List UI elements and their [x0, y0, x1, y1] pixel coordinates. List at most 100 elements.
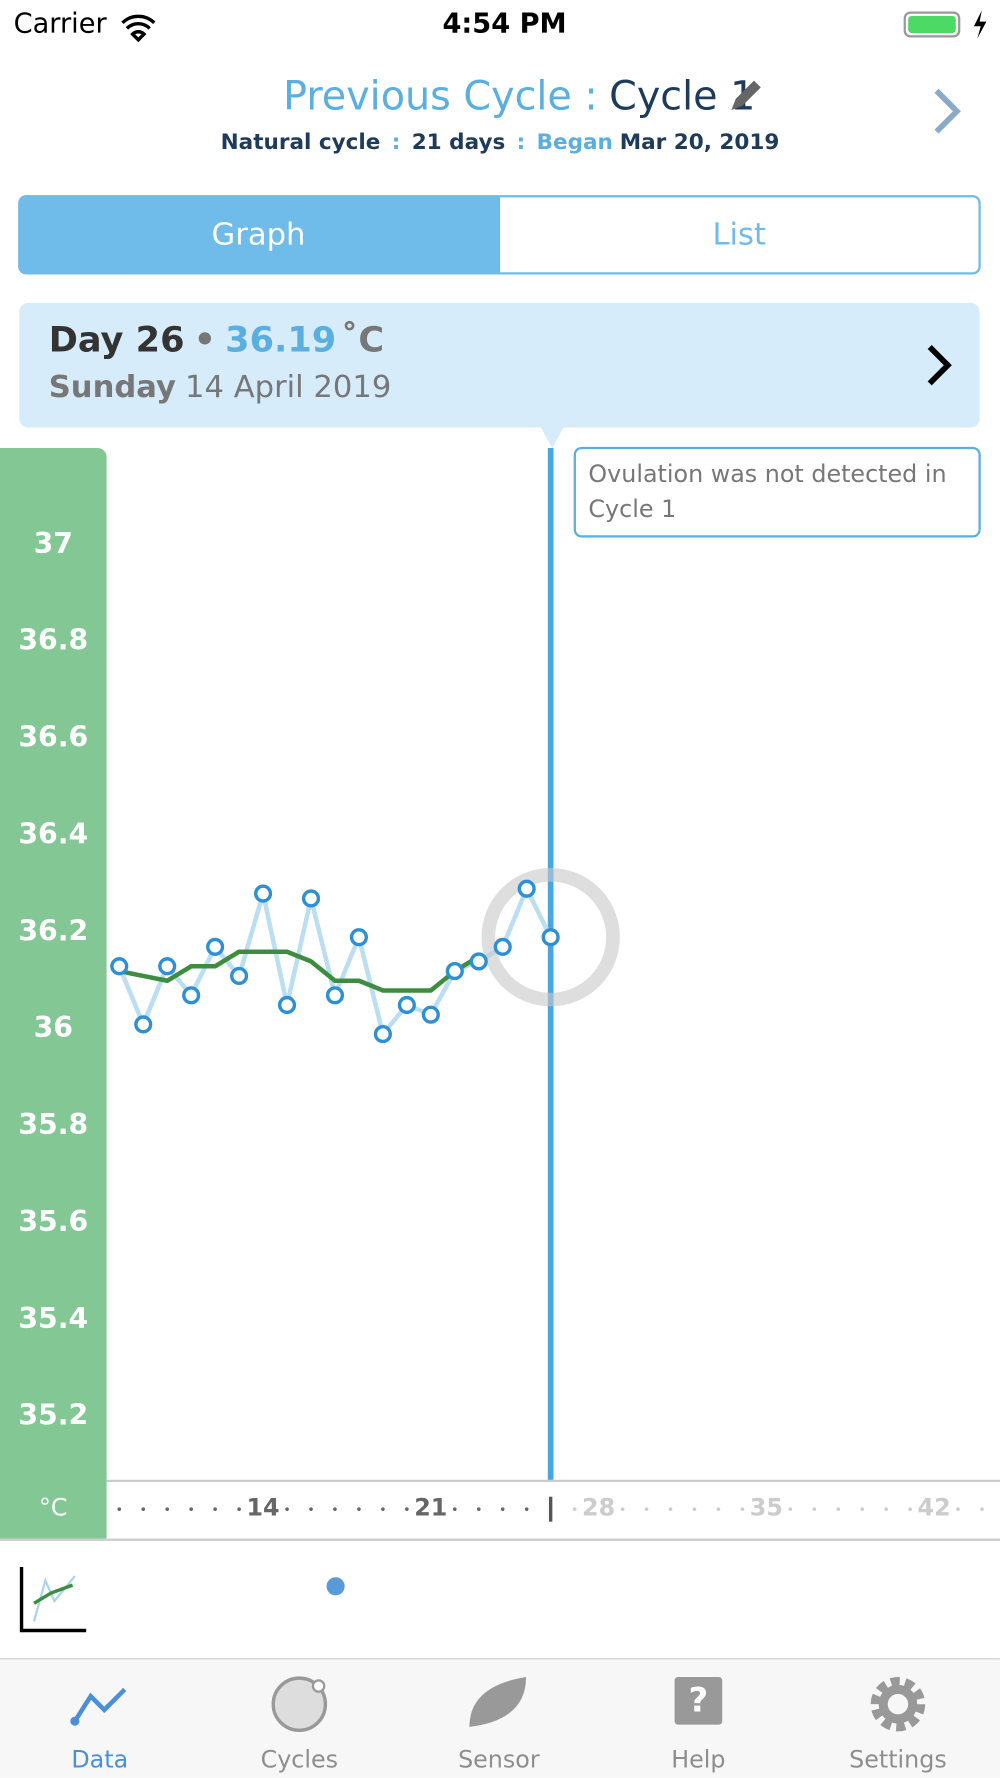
- y-tick-label: 35.6: [18, 1205, 88, 1238]
- y-tick-label: 37: [34, 527, 73, 560]
- tab-bar-label[interactable]: Settings: [849, 1745, 947, 1773]
- data-point: [182, 986, 201, 1005]
- day-card[interactable]: [19, 302, 980, 428]
- y-tick-label: 35.8: [18, 1108, 88, 1141]
- charging-icon: [973, 10, 987, 39]
- tab-bar-label[interactable]: Sensor: [458, 1745, 540, 1773]
- data-point: [110, 957, 129, 976]
- day-dot: [189, 1507, 193, 1511]
- day-dot: [117, 1507, 122, 1511]
- note-box: [573, 446, 981, 538]
- cycles-icon[interactable]: [271, 1676, 328, 1732]
- cycle-length: 21 days: [412, 130, 506, 155]
- y-axis-panel: [0, 447, 107, 1539]
- y-unit: °C: [39, 1494, 68, 1522]
- day-dot: [620, 1507, 625, 1511]
- help-glyph: ?: [689, 1680, 709, 1720]
- data-icon[interactable]: [72, 1687, 127, 1723]
- cycle-name: Cycle 1: [609, 73, 755, 119]
- y-tick-label: 36.8: [18, 624, 88, 657]
- chart: °C 35.2 35.4 35.6 35.8 36 36.2 36.4 36.6 36.8 37 14…: [0, 447, 1000, 1539]
- graph-tab[interactable]: [19, 196, 500, 274]
- data-point: [541, 928, 560, 947]
- tab-bar-label[interactable]: Help: [671, 1745, 725, 1773]
- x-tick-label: 14: [247, 1494, 280, 1522]
- day-dot: [956, 1507, 960, 1511]
- edit-icon[interactable]: [731, 80, 761, 111]
- unit: ˚C: [341, 319, 384, 360]
- data-point: [517, 879, 536, 898]
- clock: 4:54 PM: [442, 9, 566, 40]
- next-cycle[interactable]: [934, 88, 961, 134]
- settings-icon[interactable]: [870, 1676, 926, 1732]
- day-dot: [285, 1507, 289, 1511]
- day-dot: [357, 1507, 361, 1511]
- day-dot: [668, 1507, 673, 1511]
- data-point: [469, 952, 488, 971]
- day-dot: [884, 1507, 888, 1511]
- data-point: [349, 928, 369, 947]
- tab-label[interactable]: List: [712, 217, 766, 252]
- x-tick-label: 21: [414, 1494, 447, 1522]
- day: Day 26: [49, 319, 185, 360]
- data-point: [445, 962, 464, 981]
- card-pointer: [540, 427, 564, 448]
- x-tick-label: 28: [582, 1494, 615, 1522]
- day-dot: [716, 1507, 721, 1511]
- day-dot: [740, 1507, 745, 1511]
- tab-bar-label[interactable]: Data: [71, 1745, 128, 1773]
- icon-dot: [70, 1716, 80, 1726]
- data-point: [158, 957, 177, 976]
- day-dot: [237, 1507, 241, 1511]
- day-dot: [405, 1507, 409, 1511]
- separator: :: [517, 130, 526, 155]
- sensor-icon[interactable]: [469, 1676, 527, 1727]
- day-dot: [692, 1507, 697, 1511]
- day-dot: [644, 1507, 649, 1511]
- day-dot: [788, 1507, 793, 1511]
- position-indicator: [326, 1577, 345, 1596]
- icon-dot: [311, 1679, 326, 1693]
- day-dot: [524, 1507, 529, 1511]
- data-point: [230, 966, 249, 986]
- carrier: Carrier: [14, 9, 108, 40]
- help-icon[interactable]: [674, 1676, 723, 1725]
- cycle-title: Previous Cycle : Cycle 1: [283, 73, 755, 119]
- day-dot: [213, 1507, 217, 1511]
- note: Ovulation was not detected in Cycle 1: [588, 460, 947, 523]
- data-point: [134, 1015, 153, 1034]
- thumb-trend: [33, 1583, 74, 1605]
- day-dot: [452, 1507, 457, 1511]
- data-point: [421, 1005, 440, 1024]
- day-dot: [836, 1507, 841, 1511]
- tab-bar-label[interactable]: Cycles: [261, 1745, 338, 1773]
- data-point: [397, 995, 416, 1015]
- day-dot: [309, 1507, 313, 1511]
- day-dot: [812, 1507, 817, 1511]
- selection-ring: [481, 868, 620, 1007]
- data-point: [206, 937, 225, 956]
- day-summary: Day 26 • 36.19 ˚C: [49, 319, 384, 360]
- y-tick-label: 35.4: [18, 1302, 88, 1335]
- card-chevron[interactable]: [927, 345, 952, 386]
- data-point: [373, 1024, 392, 1044]
- data-point: [301, 889, 321, 908]
- data-point: [277, 995, 297, 1015]
- began-label: Began: [537, 130, 613, 155]
- day-dot: [141, 1507, 146, 1511]
- separator: :: [392, 130, 401, 155]
- overview-thumbnail[interactable]: [19, 1567, 87, 1633]
- x-tick-label: 42: [918, 1494, 951, 1522]
- y-tick-label: 36.2: [18, 914, 88, 947]
- day-dot: [165, 1507, 170, 1511]
- tab-label[interactable]: Graph: [212, 217, 306, 252]
- settings-ring: [878, 1684, 918, 1724]
- data-point: [253, 884, 273, 903]
- day-dot: [333, 1507, 337, 1511]
- day-dot: [980, 1507, 984, 1511]
- day-dot: [381, 1507, 385, 1511]
- day-dot: [908, 1507, 912, 1511]
